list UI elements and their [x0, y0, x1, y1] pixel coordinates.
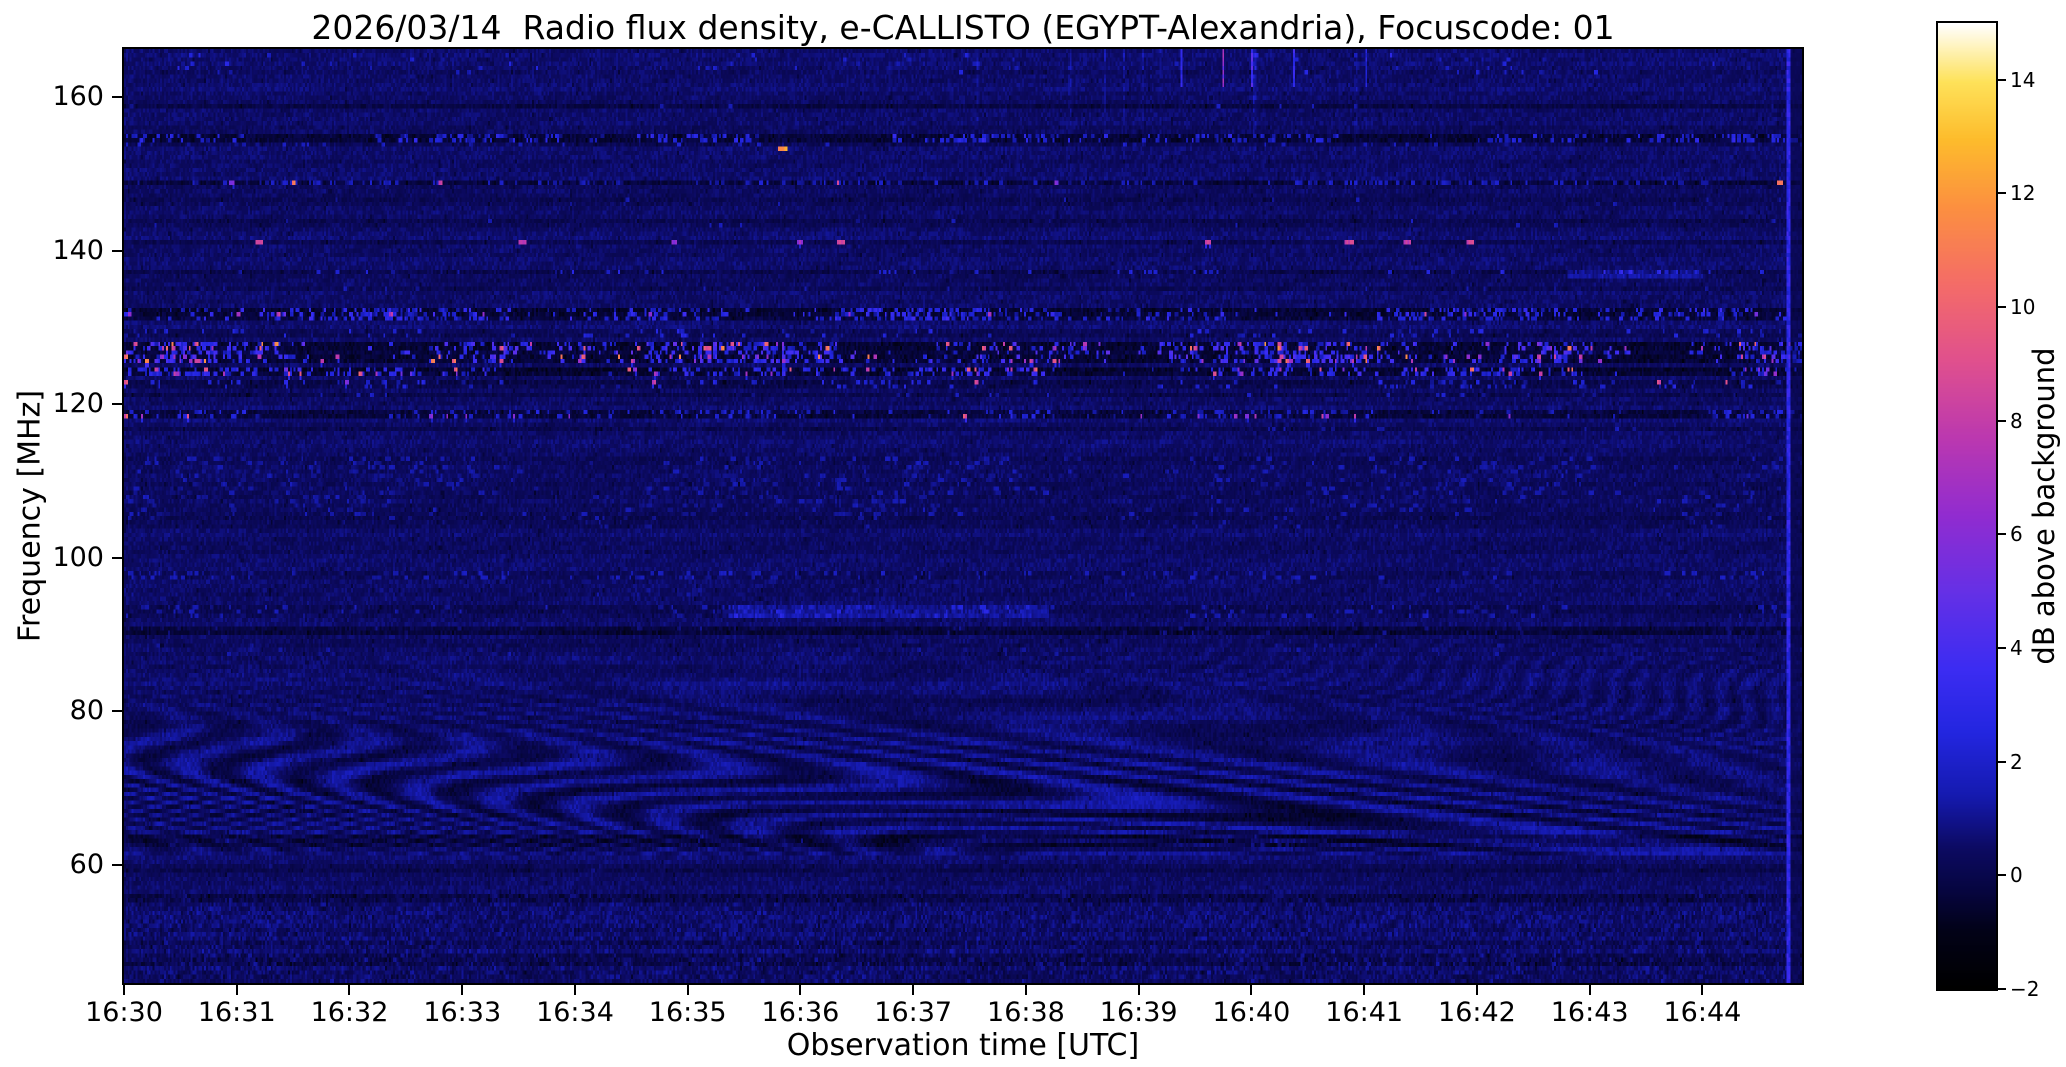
y-tick-label: 80	[69, 695, 104, 727]
x-axis-label: Observation time [UTC]	[786, 1028, 1140, 1063]
x-tick-label: 16:30	[85, 997, 163, 1028]
x-tick-label: 16:31	[197, 997, 276, 1028]
y-tick-label: 100	[52, 541, 104, 573]
colorbar-tick-label: 10	[2010, 295, 2036, 320]
colorbar-canvas	[1938, 23, 1996, 989]
colorbar-tick-label: 2	[2010, 749, 2023, 774]
x-tick-label: 16:38	[987, 997, 1065, 1028]
x-tick-mark	[235, 985, 238, 995]
x-tick-mark	[912, 985, 915, 995]
y-tick-mark	[112, 249, 124, 252]
x-tick-mark	[461, 985, 464, 995]
colorbar-tick-mark	[1998, 647, 2006, 650]
colorbar-tick-mark	[1998, 192, 2006, 195]
x-tick-mark	[1024, 985, 1027, 995]
colorbar	[1938, 23, 1996, 989]
colorbar-tick-mark	[1998, 874, 2006, 877]
colorbar-tick-mark	[1998, 78, 2006, 81]
spectrogram-canvas	[124, 49, 1802, 983]
colorbar-label: dB above background	[2027, 347, 2061, 665]
colorbar-tick-mark	[1998, 760, 2006, 763]
x-tick-label: 16:32	[310, 997, 389, 1028]
colorbar-tick-mark	[1998, 988, 2006, 990]
colorbar-tick-label: −2	[2010, 977, 2040, 1001]
x-tick-mark	[1701, 985, 1704, 995]
x-tick-mark	[1250, 985, 1253, 995]
x-tick-label: 16:36	[761, 997, 840, 1028]
y-axis-label: Frequency [MHz]	[12, 389, 48, 643]
y-tick-mark	[112, 403, 124, 406]
colorbar-tick-mark	[1998, 306, 2006, 309]
x-tick-mark	[1137, 985, 1140, 995]
y-tick-label: 140	[52, 234, 104, 266]
colorbar-tick-label: 12	[2010, 181, 2036, 206]
spectrogram-plot	[124, 49, 1802, 983]
x-tick-mark	[799, 985, 802, 995]
x-tick-label: 16:35	[648, 997, 727, 1028]
x-tick-label: 16:37	[874, 997, 953, 1028]
colorbar-tick-mark	[1998, 533, 2006, 536]
plot-title: 2026/03/14 Radio flux density, e-CALLIST…	[311, 8, 1615, 47]
y-tick-mark	[112, 556, 124, 559]
colorbar-tick-label: 14	[2010, 67, 2036, 92]
y-tick-mark	[112, 96, 124, 99]
x-tick-label: 16:40	[1212, 997, 1291, 1028]
colorbar-tick-mark	[1998, 419, 2006, 422]
colorbar-tick-label: 0	[2010, 863, 2023, 888]
x-tick-mark	[573, 985, 576, 995]
x-tick-label: 16:42	[1438, 997, 1516, 1028]
x-tick-mark	[1588, 985, 1591, 995]
x-tick-label: 16:33	[423, 997, 502, 1028]
x-tick-mark	[1363, 985, 1366, 995]
x-tick-mark	[1475, 985, 1478, 995]
x-tick-mark	[686, 985, 689, 995]
colorbar-tick-label: 6	[2010, 522, 2023, 547]
y-tick-mark	[112, 710, 124, 713]
x-tick-label: 16:34	[536, 997, 614, 1028]
x-tick-label: 16:41	[1325, 997, 1404, 1028]
y-tick-mark	[112, 863, 124, 866]
x-tick-mark	[123, 985, 125, 995]
y-tick-label: 160	[52, 81, 104, 113]
colorbar-tick-label: 8	[2010, 408, 2023, 433]
x-tick-label: 16:44	[1663, 997, 1742, 1028]
colorbar-tick-label: 4	[2010, 636, 2023, 661]
x-tick-label: 16:43	[1550, 997, 1629, 1028]
y-tick-label: 120	[52, 388, 104, 420]
y-tick-label: 60	[69, 848, 104, 880]
x-tick-label: 16:39	[1099, 997, 1178, 1028]
x-tick-mark	[348, 985, 351, 995]
